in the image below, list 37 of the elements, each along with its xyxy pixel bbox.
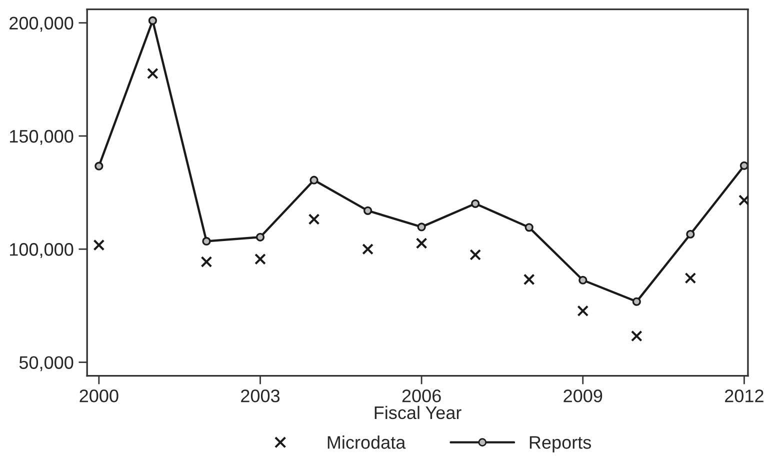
- point: [93, 239, 105, 251]
- point: [470, 249, 482, 260]
- point: [630, 330, 642, 342]
- point: [684, 272, 696, 284]
- point: [256, 232, 265, 242]
- y-tick-label: 200,000: [10, 16, 74, 32]
- x-tick-label: 2012: [725, 390, 764, 402]
- x-tick-label: 2003: [241, 390, 280, 402]
- x-tick-label: 2006: [402, 390, 441, 402]
- point: [417, 222, 426, 232]
- point: [310, 176, 318, 184]
- point: [202, 236, 211, 246]
- point: [524, 223, 534, 232]
- point: [740, 161, 748, 170]
- x-axis-title: Fiscal Year: [374, 406, 462, 420]
- point: [254, 253, 266, 265]
- point: [632, 297, 641, 306]
- legend-label: Reports: [530, 436, 592, 452]
- point: [362, 243, 374, 255]
- x-tick-label: 2000: [80, 390, 118, 402]
- point: [148, 16, 158, 25]
- point: [363, 206, 372, 215]
- x-tick-label: 2009: [564, 390, 602, 402]
- point: [416, 238, 428, 249]
- legend-label: Microdata: [328, 436, 406, 449]
- point: [94, 162, 104, 170]
- point: [578, 276, 588, 284]
- point: [686, 230, 695, 238]
- y-tick-label: 150,000: [10, 130, 74, 145]
- y-tick-label: 50,000: [19, 356, 74, 372]
- point: [523, 274, 535, 286]
- point: [308, 214, 320, 225]
- point: [146, 68, 158, 80]
- point: [200, 256, 212, 268]
- point: [577, 305, 589, 317]
- y-tick-label: 100,000: [10, 243, 74, 258]
- point: [471, 199, 480, 208]
